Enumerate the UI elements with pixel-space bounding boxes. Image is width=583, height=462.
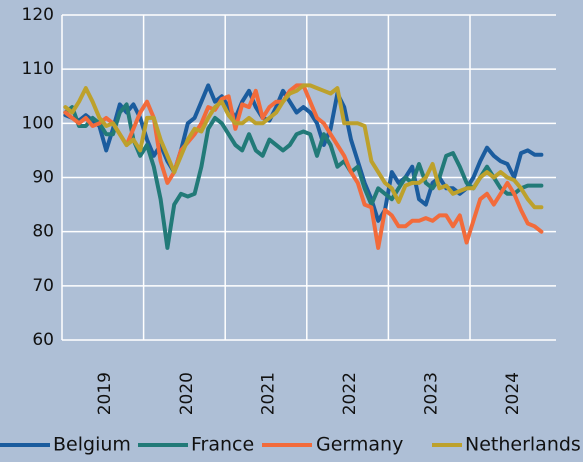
x-tick-label: 2021 (258, 372, 278, 415)
x-tick-label: 2024 (503, 372, 523, 415)
x-tick-label: 2020 (177, 372, 197, 415)
x-tick-label: 2019 (95, 372, 115, 415)
legend-label: Germany (316, 434, 403, 456)
legend-label: France (191, 434, 254, 456)
x-tick-label: 2023 (422, 372, 442, 415)
y-tick-label: 90 (32, 168, 54, 188)
y-tick-label: 110 (22, 59, 54, 79)
y-tick-label: 80 (32, 222, 54, 242)
y-tick-label: 100 (22, 113, 54, 133)
legend-label: Belgium (53, 434, 131, 456)
legend-label: Netherlands (465, 434, 581, 456)
series-line (63, 83, 544, 210)
x-tick-label: 2022 (340, 372, 360, 415)
y-tick-label: 70 (32, 276, 54, 296)
y-tick-label: 60 (32, 330, 54, 350)
y-tick-label: 120 (22, 5, 54, 25)
series-line (63, 102, 544, 250)
